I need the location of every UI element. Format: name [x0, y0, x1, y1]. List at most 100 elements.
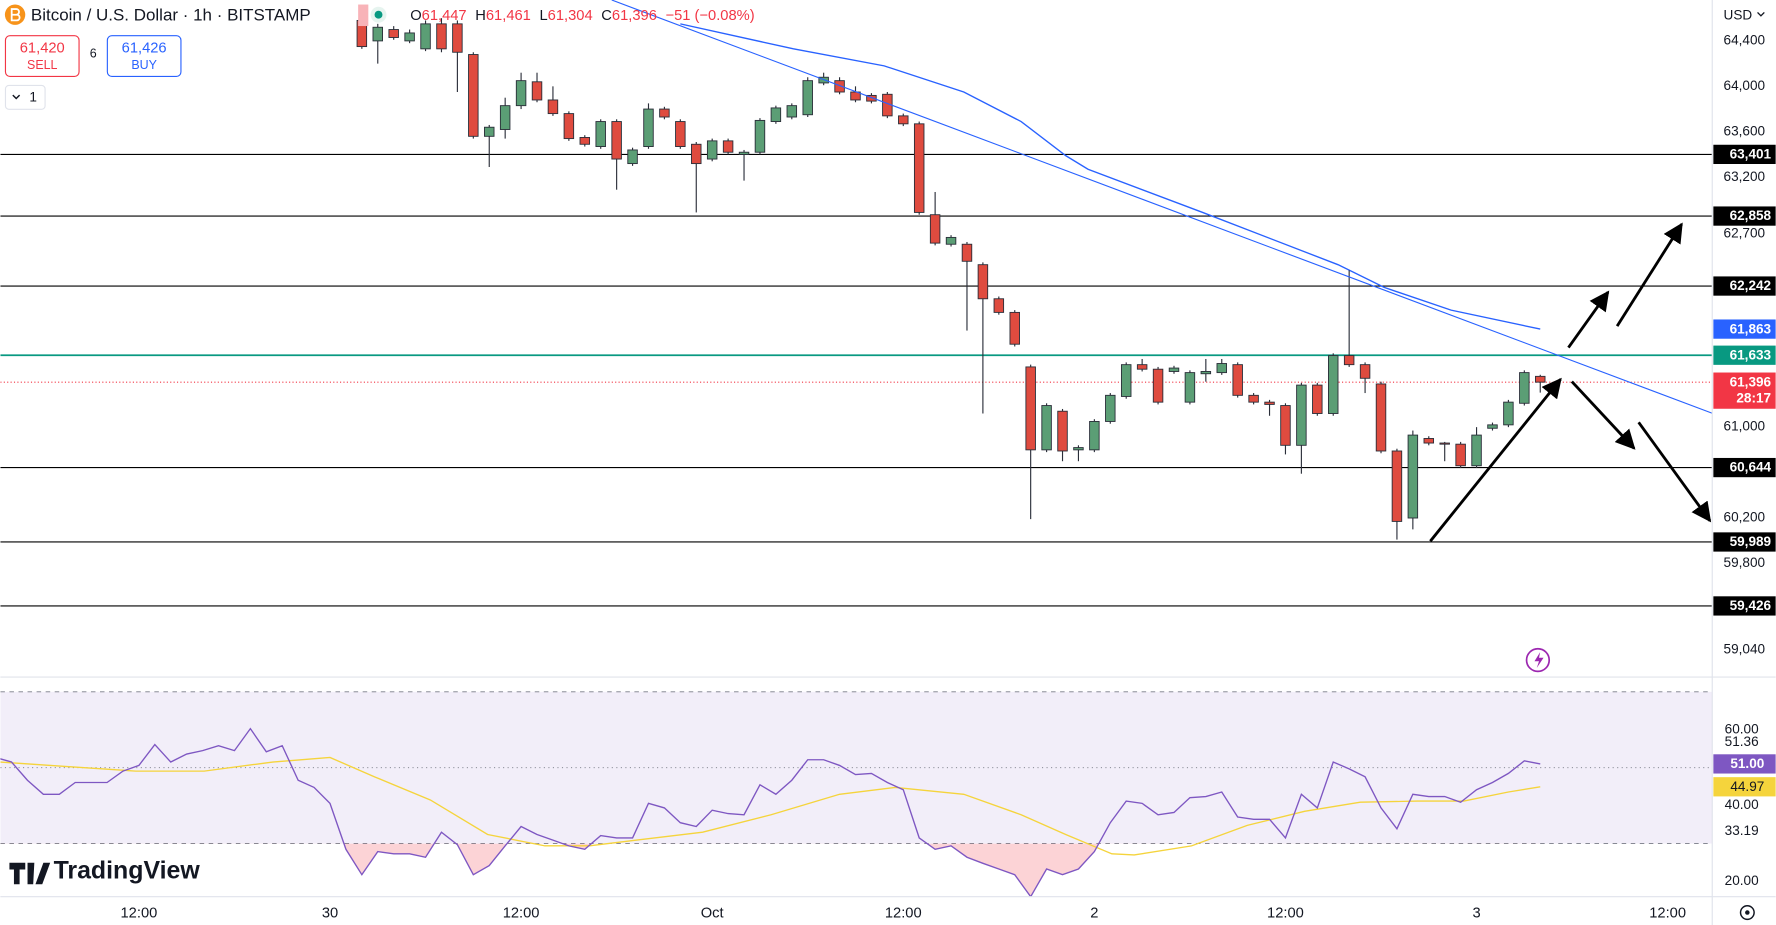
candle-body	[420, 23, 431, 50]
chevron	[1757, 11, 1765, 17]
candle-body	[1343, 355, 1355, 366]
candle-body	[1025, 366, 1036, 451]
arrow	[1429, 377, 1562, 543]
candle-body	[1280, 405, 1291, 446]
rsi-ma-box	[1713, 777, 1776, 797]
candle-body	[945, 236, 957, 245]
level-label-box	[1713, 596, 1776, 616]
candle-body	[1264, 401, 1275, 405]
ohlc-key: L	[539, 8, 547, 24]
level-label-box	[1713, 457, 1776, 478]
header: Bitcoin / U.S. Dollar · 1h · BITSTAMP O6…	[4, 4, 1765, 921]
candle-body	[898, 115, 909, 125]
y-tick-label: 62,700	[1724, 226, 1766, 241]
candle-body	[1120, 364, 1132, 397]
level-label-box	[1713, 144, 1776, 165]
ma-label-box	[1713, 319, 1776, 339]
candle-body	[1296, 384, 1307, 446]
logo-text[interactable]: TradingView	[54, 856, 201, 884]
currency[interactable]: USD	[1724, 7, 1753, 22]
x-tick-label: 3	[1472, 906, 1480, 922]
candle-body	[1503, 401, 1514, 426]
candle-body	[1455, 443, 1466, 467]
price-change: −51 (−0.08%)	[666, 8, 755, 24]
candle-body	[1184, 372, 1196, 403]
buy-button[interactable]	[106, 35, 182, 77]
level-label-box	[1713, 276, 1776, 296]
candle-body	[993, 298, 1005, 313]
candle-body	[977, 264, 989, 300]
candle-body	[436, 23, 447, 50]
interval-dropdown[interactable]	[4, 84, 46, 110]
last-price-box	[1713, 372, 1776, 409]
y-tick-label: 64,400	[1724, 32, 1766, 47]
candle-body	[1009, 311, 1020, 345]
candle-body	[452, 23, 463, 53]
sell-price: 61,420	[20, 41, 65, 57]
rsi-value-box	[1713, 754, 1776, 774]
candle-body	[1375, 383, 1387, 452]
candle-body	[1089, 421, 1100, 451]
candle-body	[1200, 371, 1212, 375]
lightning	[1534, 652, 1544, 668]
candle-body	[468, 54, 479, 137]
buy-price: 61,426	[122, 41, 167, 57]
candle-body	[388, 29, 399, 38]
main-pane	[0, 6, 1713, 607]
rsi-tick-label: 33.19	[1725, 823, 1759, 838]
candle-body	[1232, 364, 1243, 396]
bitcoin-glyph	[10, 8, 21, 22]
y-tick-label: 60,200	[1724, 510, 1766, 525]
candle-body	[754, 119, 766, 153]
candle-body	[1359, 364, 1371, 379]
candle-body	[1041, 405, 1052, 451]
axes: 12:00 30 12:00 Oct 12:00 2 12:00 3 12:00 64,400 64…	[121, 32, 1776, 922]
arrow	[1570, 380, 1636, 450]
level-label: 59,989	[1730, 534, 1772, 549]
buy-label: BUY	[131, 58, 157, 72]
trendline	[611, 0, 1713, 414]
arrow	[1637, 421, 1712, 523]
settings-icon[interactable]	[1739, 905, 1755, 921]
x-tick-label: 12:00	[1267, 906, 1304, 922]
symbol-title[interactable]: Bitcoin / U.S. Dollar · 1h · BITSTAMP	[31, 5, 311, 24]
ohlc-value: 61,396	[612, 8, 657, 24]
candle-body	[706, 140, 718, 160]
candle-body	[675, 121, 686, 147]
candle-body	[1136, 364, 1148, 370]
candle-body	[1168, 367, 1180, 372]
arrow	[1567, 290, 1610, 349]
candle-body	[1248, 394, 1259, 403]
candle-body	[770, 107, 782, 123]
market-status[interactable]	[374, 10, 383, 19]
rsi-tick-label: 60.00	[1725, 721, 1759, 736]
sell-button[interactable]	[4, 35, 80, 77]
rsi-value-label: 51.00	[1730, 756, 1764, 771]
interval-value: 1	[29, 90, 37, 105]
ohlc-value: 61,447	[422, 8, 467, 24]
candle-body	[531, 81, 543, 101]
candle-body	[579, 137, 591, 145]
y-tick-label: 64,000	[1724, 78, 1766, 93]
rsi-pane	[0, 691, 1713, 897]
ohlc-value: 61,304	[548, 8, 593, 24]
candle-body	[1152, 368, 1164, 403]
candle-body	[929, 214, 941, 244]
level-label: 62,858	[1730, 208, 1772, 223]
x-tick-label: 12:00	[1649, 906, 1686, 922]
x-tick-label: 12:00	[885, 906, 922, 922]
y-tick-label: 59,800	[1724, 555, 1766, 570]
rsi-tick-label: 40.00	[1725, 797, 1759, 812]
level-label: 59,426	[1730, 598, 1772, 613]
candle-body	[643, 108, 654, 147]
ohlc-key: C	[601, 8, 612, 24]
candle-body	[802, 80, 813, 116]
settings-dot	[1745, 910, 1750, 915]
x-tick-label: Oct	[701, 906, 724, 922]
level-label: 63,401	[1730, 147, 1772, 162]
candle-body	[404, 32, 415, 42]
ma-label: 61,863	[1730, 321, 1772, 336]
x-tick-label: 12:00	[121, 906, 158, 922]
